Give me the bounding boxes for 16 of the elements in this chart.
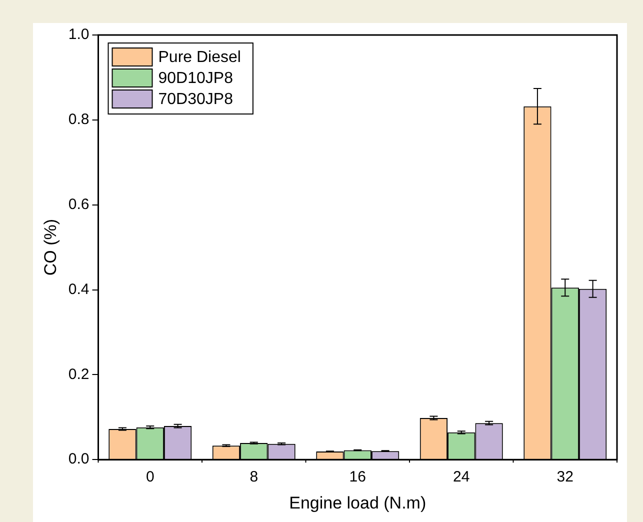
x-axis-title: Engine load (N.m) <box>289 493 426 512</box>
legend-label: Pure Diesel <box>158 48 241 66</box>
y-tick-label: 0.8 <box>68 111 90 128</box>
y-tick-label: 0.2 <box>68 366 90 383</box>
y-tick-label: 0.0 <box>68 450 90 468</box>
x-tick-label: 8 <box>250 468 258 486</box>
y-tick-label: 0.6 <box>68 196 90 213</box>
legend-label: 90D10JP8 <box>158 70 234 87</box>
x-tick-label: 32 <box>556 468 574 486</box>
x-tick-label: 0 <box>146 468 154 486</box>
x-tick-label: 16 <box>349 468 366 486</box>
legend-label: 70D30JP8 <box>158 90 234 108</box>
y-axis-title: CO (%) <box>40 218 60 276</box>
x-tick-label: 24 <box>453 468 470 486</box>
y-tick-label: 1.0 <box>68 26 90 44</box>
y-tick-label: 0.4 <box>68 280 90 298</box>
